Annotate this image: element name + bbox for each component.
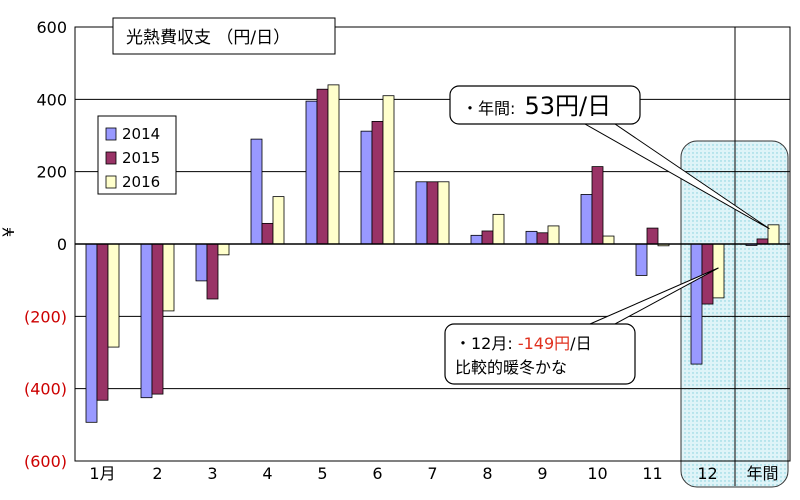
december-callout-suffix: /日 bbox=[570, 334, 591, 353]
y-tick-label: (200) bbox=[24, 307, 67, 326]
bar-2015-3 bbox=[261, 222, 274, 245]
bar-2014-9 bbox=[580, 194, 593, 245]
legend: 2014 2015 2016 bbox=[97, 115, 177, 195]
annual-callout-prefix: ・年間: bbox=[462, 99, 520, 118]
bar-2016-1 bbox=[162, 243, 175, 312]
bar-2015-7 bbox=[481, 230, 494, 245]
bar-2016-8 bbox=[547, 225, 560, 245]
bar-2015-0 bbox=[96, 243, 109, 401]
bar-2015-1 bbox=[151, 243, 164, 395]
december-callout-line1: ・12月: -149円/日 bbox=[455, 334, 592, 353]
bar-2014-3 bbox=[250, 138, 263, 245]
x-tick-label: 3 bbox=[207, 464, 217, 483]
y-tick-label: (600) bbox=[24, 452, 67, 471]
bar-2014-5 bbox=[360, 130, 373, 245]
december-callout-value: -149円 bbox=[518, 334, 570, 353]
x-tick-label: 4 bbox=[262, 464, 272, 483]
bar-2015-4 bbox=[316, 88, 329, 245]
y-tick-label: (400) bbox=[24, 380, 67, 399]
x-tick-label: 10 bbox=[587, 464, 607, 483]
bar-2014-11 bbox=[690, 243, 703, 365]
annual-callout: ・年間: 53円/日 bbox=[449, 85, 770, 230]
legend-swatch-2016 bbox=[105, 175, 117, 189]
bar-2014-2 bbox=[195, 243, 208, 282]
december-callout-line2: 比較的暖冬かな bbox=[455, 358, 567, 377]
y-tick-label: 200 bbox=[36, 163, 67, 182]
december-callout: ・12月: -149円/日 比較的暖冬かな bbox=[444, 267, 719, 385]
bar-2015-2 bbox=[206, 243, 219, 300]
y-tick-labels: 600 400 200 0 (200) (400) (600) bbox=[24, 18, 67, 471]
bar-2015-9 bbox=[591, 166, 604, 245]
x-tick-labels: 1月 2 3 4 5 6 7 8 9 10 11 12 年間 bbox=[89, 464, 778, 483]
chart-title-box: 光熱費収支 （円/日） bbox=[112, 17, 336, 55]
december-callout-prefix: ・12月: bbox=[455, 334, 518, 353]
x-tick-label: 年間 bbox=[746, 464, 778, 483]
x-tick-label: 8 bbox=[482, 464, 492, 483]
bar-2015-10 bbox=[646, 227, 659, 245]
bar-2014-6 bbox=[415, 181, 428, 245]
bar-2014-4 bbox=[305, 100, 318, 245]
y-axis-label: ¥ bbox=[0, 227, 18, 237]
x-tick-label: 1月 bbox=[89, 464, 115, 483]
annotations: ・年間: 53円/日 ・12月: -149円/日 比較的暖冬かな bbox=[444, 85, 770, 385]
bar-2016-4 bbox=[327, 84, 340, 245]
legend-swatch-2015 bbox=[105, 151, 117, 165]
chart-title: 光熱費収支 （円/日） bbox=[126, 28, 290, 48]
x-tick-label: 6 bbox=[372, 464, 382, 483]
bars bbox=[85, 84, 780, 423]
bar-2015-6 bbox=[426, 181, 439, 245]
bar-2014-7 bbox=[470, 234, 483, 245]
bar-2016-7 bbox=[492, 213, 505, 245]
y-tick-label: 600 bbox=[36, 18, 67, 37]
legend-label-2015: 2015 bbox=[122, 149, 160, 167]
y-tick-label: 0 bbox=[57, 235, 67, 254]
x-tick-label: 2 bbox=[152, 464, 162, 483]
x-tick-label: 12 bbox=[697, 464, 717, 483]
bar-2016-12 bbox=[767, 224, 780, 245]
x-tick-label: 11 bbox=[642, 464, 662, 483]
annual-callout-text: ・年間: 53円/日 bbox=[462, 92, 611, 120]
legend-label-2016: 2016 bbox=[122, 173, 160, 191]
bar-2016-3 bbox=[272, 196, 285, 245]
bar-2014-0 bbox=[85, 243, 98, 423]
x-tick-label: 9 bbox=[537, 464, 547, 483]
bar-2016-2 bbox=[217, 243, 230, 256]
bar-2016-9 bbox=[602, 235, 615, 245]
bar-2014-10 bbox=[635, 243, 648, 276]
bar-2016-5 bbox=[382, 95, 395, 245]
bar-2016-6 bbox=[437, 181, 450, 245]
bar-2014-8 bbox=[525, 230, 538, 245]
x-tick-label: 7 bbox=[427, 464, 437, 483]
legend-swatch-2014 bbox=[105, 127, 117, 141]
y-tick-label: 400 bbox=[36, 90, 67, 109]
x-tick-label: 5 bbox=[317, 464, 327, 483]
bar-2016-0 bbox=[107, 243, 120, 348]
legend-label-2014: 2014 bbox=[122, 125, 160, 143]
bar-2015-8 bbox=[536, 232, 549, 245]
bar-2015-5 bbox=[371, 120, 384, 245]
bar-2015-12 bbox=[756, 238, 769, 245]
bar-2014-1 bbox=[140, 243, 153, 399]
bar-2016-11 bbox=[712, 243, 725, 299]
annual-callout-value: 53円/日 bbox=[524, 92, 611, 120]
